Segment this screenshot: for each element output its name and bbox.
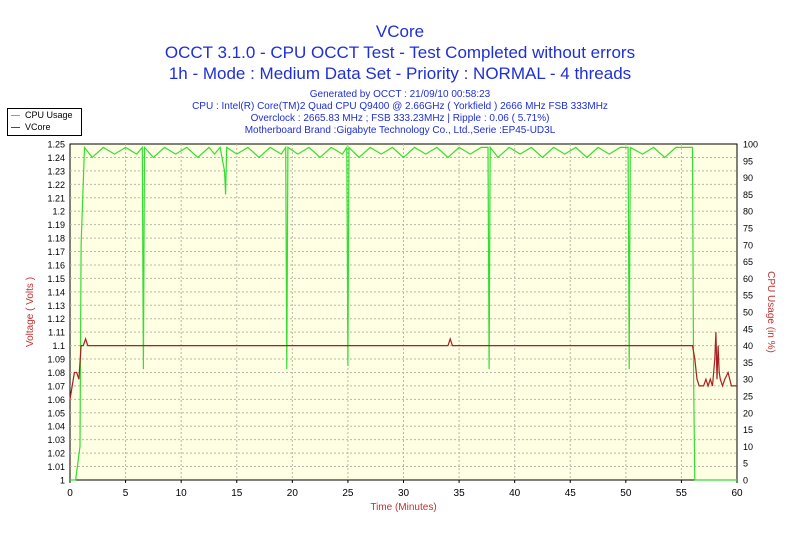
y-right-tick-label: 10 xyxy=(743,442,753,452)
y-left-tick-label: 1.12 xyxy=(47,314,65,324)
y-right-tick-label: 70 xyxy=(743,240,753,250)
x-tick-label: 60 xyxy=(731,488,743,499)
y-left-tick-label: 1.11 xyxy=(48,328,65,338)
y-left-tick-label: 1.22 xyxy=(47,180,65,190)
x-tick-label: 15 xyxy=(231,488,243,499)
y-right-tick-label: 60 xyxy=(743,274,753,284)
info-overclock: Overclock : 2665.83 MHz ; FSB 333.23MHz … xyxy=(250,113,550,124)
chart-subtitle-test: OCCT 3.1.0 - CPU OCCT Test - Test Comple… xyxy=(164,43,636,62)
y-right-tick-label: 95 xyxy=(743,156,753,166)
y-left-tick-label: 1.04 xyxy=(47,422,65,432)
y-left-tick-label: 1 xyxy=(60,476,65,486)
chart-subtitle-mode: 1h - Mode : Medium Data Set - Priority :… xyxy=(168,64,632,83)
y-left-tick-label: 1.09 xyxy=(47,355,65,365)
y-right-tick-label: 85 xyxy=(743,190,753,200)
info-cpu: CPU : Intel(R) Core(TM)2 Quad CPU Q9400 … xyxy=(192,101,608,112)
y-left-tick-label: 1.13 xyxy=(47,301,65,311)
y-left-tick-label: 1.25 xyxy=(47,140,65,150)
x-axis-title: Time (Minutes) xyxy=(370,502,436,513)
y-left-tick-label: 1.19 xyxy=(47,220,65,230)
y-left-tick-label: 1.03 xyxy=(47,435,65,445)
y-left-tick-label: 1.06 xyxy=(47,395,65,405)
chart-legend: CPU Usage VCore xyxy=(7,108,82,136)
legend-label-cpu-usage: CPU Usage xyxy=(25,110,73,120)
series-line-vcore xyxy=(69,332,737,400)
y-right-tick-label: 90 xyxy=(743,173,753,183)
y-right-tick-label: 55 xyxy=(743,291,753,301)
y-right-tick-label: 0 xyxy=(743,476,748,486)
x-tick-label: 35 xyxy=(454,488,466,499)
y-left-tick-label: 1.16 xyxy=(47,260,65,270)
y-left-tick-label: 1.08 xyxy=(47,368,65,378)
chart-title: VCore xyxy=(375,22,425,41)
legend-swatch-vcore xyxy=(11,127,20,128)
y-right-tick-label: 100 xyxy=(743,140,758,150)
y-right-tick-label: 45 xyxy=(743,324,753,334)
y-left-tick-label: 1.21 xyxy=(47,193,65,203)
y-right-tick-label: 50 xyxy=(743,308,753,318)
y-right-tick-label: 35 xyxy=(743,358,753,368)
y-left-tick-label: 1.1 xyxy=(52,341,65,351)
x-tick-label: 50 xyxy=(620,488,632,499)
y-left-tick-label: 1.24 xyxy=(47,153,65,163)
x-tick-label: 25 xyxy=(342,488,354,499)
info-generated: Generated by OCCT : 21/09/10 00:58:23 xyxy=(309,89,491,100)
y-right-tick-label: 80 xyxy=(743,207,753,217)
y-right-tick-label: 15 xyxy=(743,425,753,435)
x-tick-label: 40 xyxy=(509,488,521,499)
y-left-tick-label: 1.2 xyxy=(52,207,65,217)
x-tick-label: 20 xyxy=(287,488,299,499)
y-right-tick-label: 40 xyxy=(743,341,753,351)
y-left-tick-label: 1.07 xyxy=(47,381,65,391)
y-left-tick-label: 1.18 xyxy=(47,234,65,244)
y-left-tick-label: 1.05 xyxy=(47,408,65,418)
info-motherboard: Motherboard Brand :Gigabyte Technology C… xyxy=(244,125,556,136)
y-axis-title-left: Voltage ( Volts ) xyxy=(25,277,36,347)
y-right-tick-label: 20 xyxy=(743,408,753,418)
x-tick-label: 45 xyxy=(565,488,577,499)
y-left-tick-label: 1.14 xyxy=(47,287,65,297)
y-axis-title-right: CPU Usage (in %) xyxy=(765,271,776,353)
y-left-tick-label: 1.01 xyxy=(47,462,65,472)
y-left-tick-label: 1.23 xyxy=(47,166,65,176)
y-left-tick-label: 1.02 xyxy=(47,449,65,459)
y-right-tick-label: 25 xyxy=(743,392,753,402)
y-right-tick-label: 65 xyxy=(743,257,753,267)
x-tick-label: 5 xyxy=(123,488,129,499)
legend-label-vcore: VCore xyxy=(25,122,51,132)
x-tick-label: 55 xyxy=(676,488,688,499)
x-tick-label: 0 xyxy=(67,488,73,499)
x-tick-label: 10 xyxy=(176,488,188,499)
series-line-cpu-usage xyxy=(70,145,737,481)
x-tick-label: 30 xyxy=(398,488,410,499)
y-left-tick-label: 1.15 xyxy=(47,274,65,284)
legend-swatch-cpu-usage xyxy=(11,115,20,116)
y-right-tick-label: 5 xyxy=(743,459,748,469)
y-left-tick-label: 1.17 xyxy=(47,247,65,257)
y-right-tick-label: 30 xyxy=(743,375,753,385)
y-right-tick-label: 75 xyxy=(743,224,753,234)
